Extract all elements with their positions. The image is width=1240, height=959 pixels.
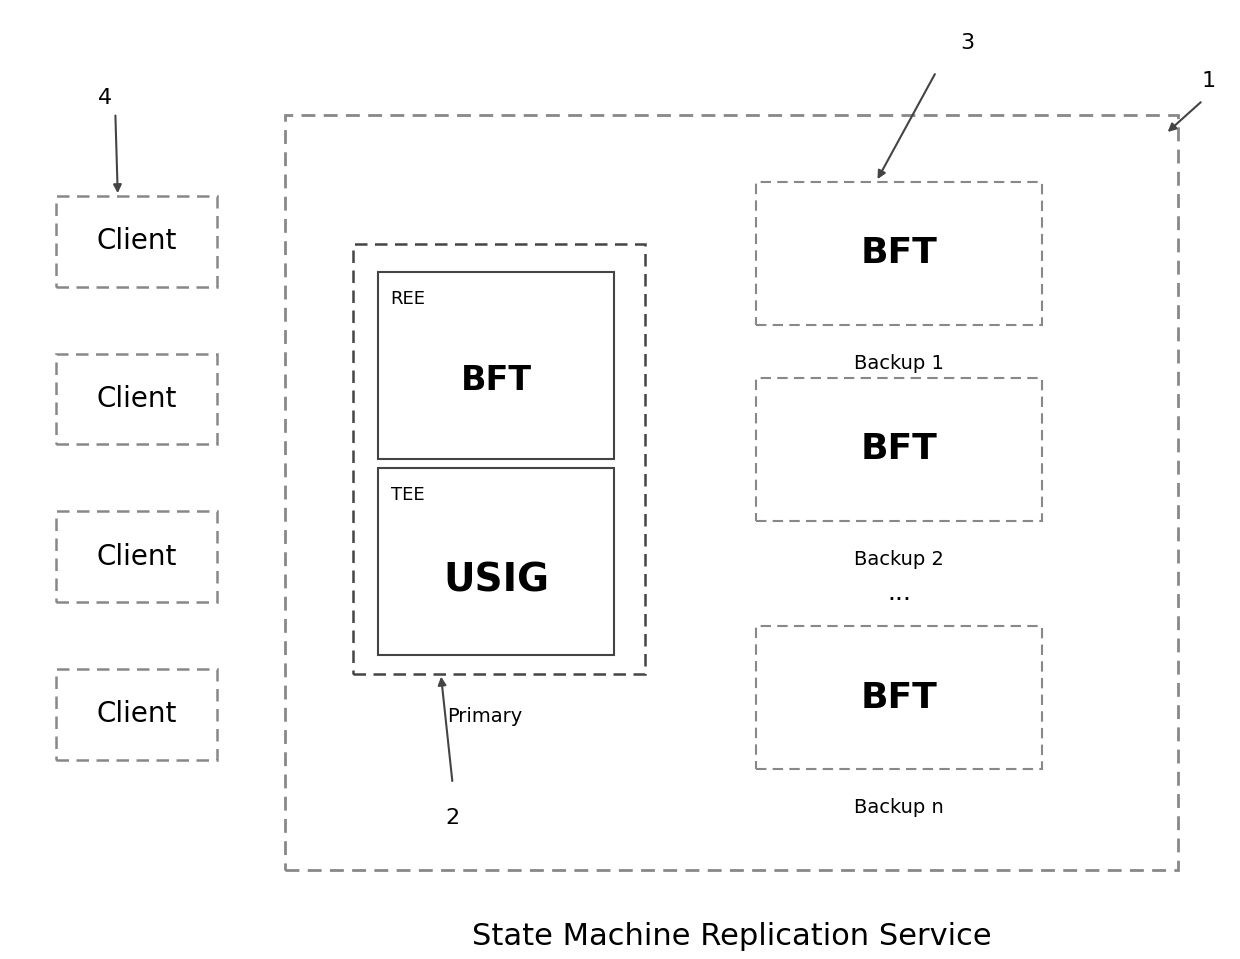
Text: BFT: BFT — [861, 681, 937, 714]
Text: Client: Client — [97, 543, 176, 571]
Bar — [378, 272, 614, 458]
Bar — [756, 378, 1042, 521]
Bar — [56, 669, 217, 760]
Text: State Machine Replication Service: State Machine Replication Service — [471, 923, 992, 951]
Text: USIG: USIG — [443, 561, 549, 599]
Text: REE: REE — [391, 290, 425, 308]
Text: Client: Client — [97, 386, 176, 413]
Text: BFT: BFT — [861, 236, 937, 270]
Text: Client: Client — [97, 700, 176, 729]
Text: Client: Client — [97, 227, 176, 255]
Bar — [756, 626, 1042, 769]
Text: TEE: TEE — [391, 485, 424, 503]
Text: 1: 1 — [1202, 71, 1216, 91]
Text: ...: ... — [887, 580, 911, 604]
Bar — [56, 511, 217, 602]
Text: BFT: BFT — [460, 364, 532, 397]
Text: 2: 2 — [445, 807, 460, 828]
Bar — [378, 468, 614, 655]
Text: Primary: Primary — [446, 708, 522, 726]
Bar — [56, 196, 217, 287]
Text: Backup 2: Backup 2 — [854, 550, 944, 569]
Text: 3: 3 — [960, 33, 975, 53]
Text: Backup 1: Backup 1 — [854, 354, 944, 373]
Bar — [353, 244, 645, 674]
Text: Backup n: Backup n — [854, 798, 944, 817]
Bar — [56, 354, 217, 444]
Bar — [756, 181, 1042, 325]
Text: 4: 4 — [98, 88, 113, 108]
Text: BFT: BFT — [861, 433, 937, 466]
Bar — [285, 115, 1178, 870]
